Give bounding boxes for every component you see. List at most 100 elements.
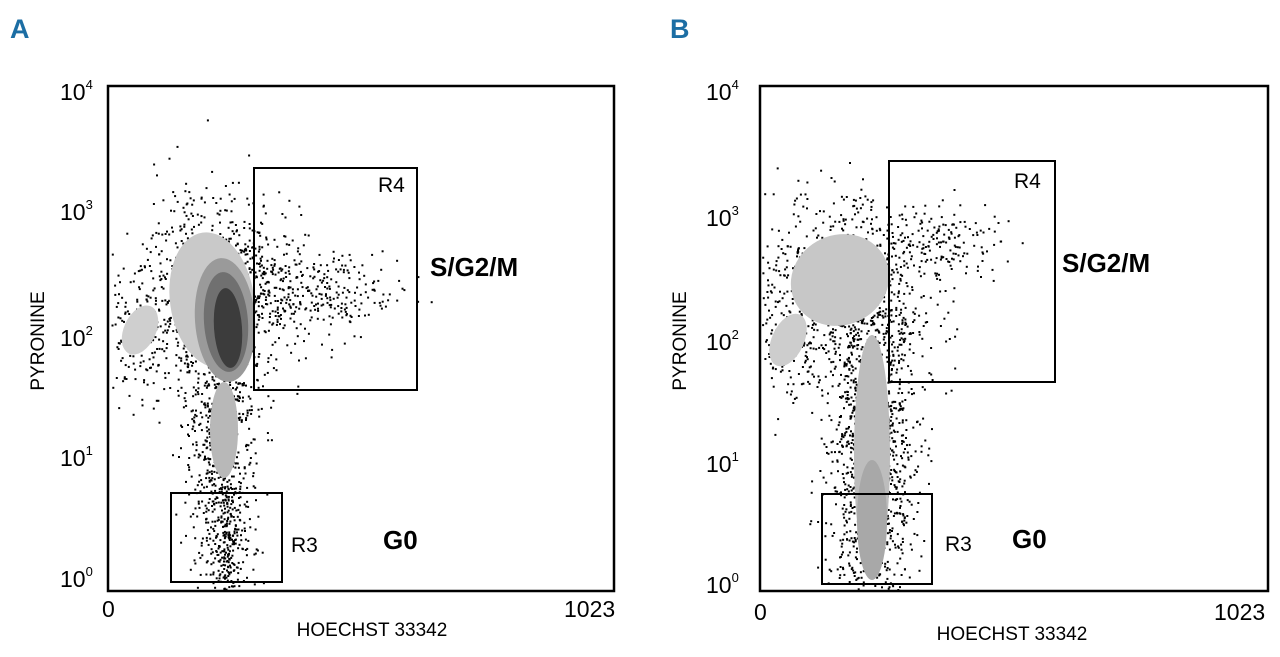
gate-r4 xyxy=(253,167,418,391)
scatter-point xyxy=(899,273,902,276)
scatter-point xyxy=(981,260,984,262)
scatter-point xyxy=(940,241,942,244)
scatter-point xyxy=(262,205,265,208)
scatter-point xyxy=(821,394,824,397)
scatter-point xyxy=(186,355,189,358)
scatter-point xyxy=(953,244,956,247)
scatter-point xyxy=(132,280,135,283)
scatter-point xyxy=(896,562,899,565)
scatter-point xyxy=(227,509,230,512)
scatter-point xyxy=(882,310,885,313)
scatter-point xyxy=(832,340,835,343)
scatter-point xyxy=(190,475,193,478)
scatter-point xyxy=(234,524,237,527)
scatter-point xyxy=(845,519,848,522)
scatter-point xyxy=(280,278,283,281)
scatter-point xyxy=(901,537,904,540)
scatter-point xyxy=(224,499,227,502)
scatter-point xyxy=(229,221,232,224)
scatter-point xyxy=(902,252,905,255)
scatter-point xyxy=(956,328,959,331)
scatter-point xyxy=(928,240,931,243)
scatter-point xyxy=(204,382,207,384)
scatter-point xyxy=(226,502,229,505)
scatter-point xyxy=(945,340,948,343)
scatter-point xyxy=(935,257,938,260)
scatter-point xyxy=(120,359,123,362)
scatter-point xyxy=(224,577,226,580)
scatter-point xyxy=(265,281,268,284)
scatter-point xyxy=(909,475,912,478)
scatter-point xyxy=(991,268,994,271)
scatter-point xyxy=(831,385,834,388)
scatter-point xyxy=(227,554,230,557)
scatter-point xyxy=(279,314,282,316)
scatter-point xyxy=(216,383,219,385)
scatter-point xyxy=(786,245,789,248)
scatter-point xyxy=(891,269,894,272)
scatter-point xyxy=(775,260,778,263)
scatter-point xyxy=(870,205,873,208)
scatter-point xyxy=(807,325,810,328)
scatter-point xyxy=(281,288,284,291)
scatter-point xyxy=(218,488,221,491)
scatter-points-b xyxy=(762,162,1024,591)
scatter-point xyxy=(237,528,240,531)
scatter-point xyxy=(182,347,185,350)
scatter-point xyxy=(806,344,809,347)
scatter-point xyxy=(206,472,209,475)
scatter-point xyxy=(121,357,124,360)
scatter-point xyxy=(377,279,380,282)
scatter-point xyxy=(768,309,770,312)
scatter-point xyxy=(806,358,809,361)
scatter-point xyxy=(851,439,854,442)
scatter-point xyxy=(164,276,166,279)
scatter-point xyxy=(212,561,215,564)
scatter-point xyxy=(896,349,899,352)
scatter-point xyxy=(850,344,853,347)
scatter-point xyxy=(844,391,847,394)
panel-letter-a: A xyxy=(10,14,30,44)
scatter-point xyxy=(219,551,222,554)
scatter-point xyxy=(177,394,180,397)
scatter-point xyxy=(242,384,245,387)
scatter-point xyxy=(906,499,909,502)
scatter-point xyxy=(836,460,839,463)
scatter-point xyxy=(143,379,146,382)
scatter-point xyxy=(381,300,384,303)
scatter-point xyxy=(845,375,848,377)
scatter-point xyxy=(249,526,252,529)
scatter-point xyxy=(381,250,384,253)
scatter-point xyxy=(850,364,853,367)
scatter-point xyxy=(838,220,841,223)
scatter-point xyxy=(175,364,178,367)
scatter-point xyxy=(195,409,197,412)
scatter-point xyxy=(852,379,855,382)
scatter-point xyxy=(942,223,945,226)
scatter-point xyxy=(799,220,802,223)
scatter-point xyxy=(859,359,862,361)
scatter-point xyxy=(911,233,914,236)
scatter-point xyxy=(854,393,856,396)
scatter-point xyxy=(309,319,312,322)
scatter-point xyxy=(876,328,879,331)
scatter-point xyxy=(234,462,237,465)
scatter-point xyxy=(233,232,235,235)
scatter-point xyxy=(898,313,901,316)
scatter-point xyxy=(224,477,226,480)
scatter-point xyxy=(903,354,906,357)
scatter-point xyxy=(988,227,991,230)
scatter-point xyxy=(183,223,186,226)
scatter-point xyxy=(157,232,160,235)
scatter-point xyxy=(783,292,786,295)
scatter-point xyxy=(188,191,191,194)
scatter-point xyxy=(843,573,846,576)
y-axis-title-b: PYRONINE xyxy=(670,291,691,390)
scatter-point xyxy=(209,444,212,447)
scatter-point xyxy=(811,480,814,483)
scatter-point xyxy=(231,554,234,557)
scatter-point xyxy=(854,377,857,380)
scatter-point xyxy=(826,402,829,405)
scatter-point xyxy=(233,569,236,572)
scatter-point xyxy=(219,197,222,200)
